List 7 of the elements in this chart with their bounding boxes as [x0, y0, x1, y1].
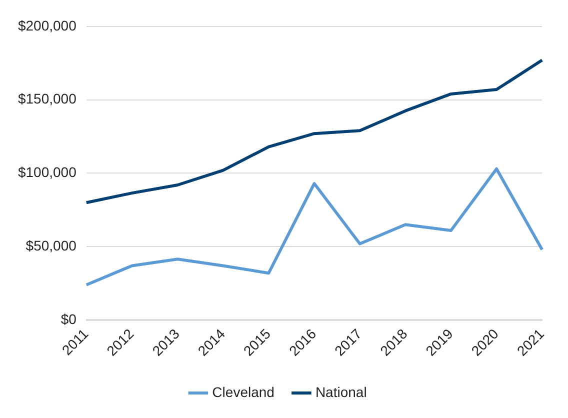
legend-label: Cleveland [212, 384, 274, 400]
legend-label: National [315, 384, 367, 400]
y-tick-label: $150,000 [18, 90, 77, 107]
y-tick-label: $100,000 [18, 164, 77, 180]
y-tick-label: $50,000 [26, 238, 77, 254]
y-tick-label: $0 [60, 310, 77, 327]
y-tick-label: $200,000 [18, 17, 77, 34]
